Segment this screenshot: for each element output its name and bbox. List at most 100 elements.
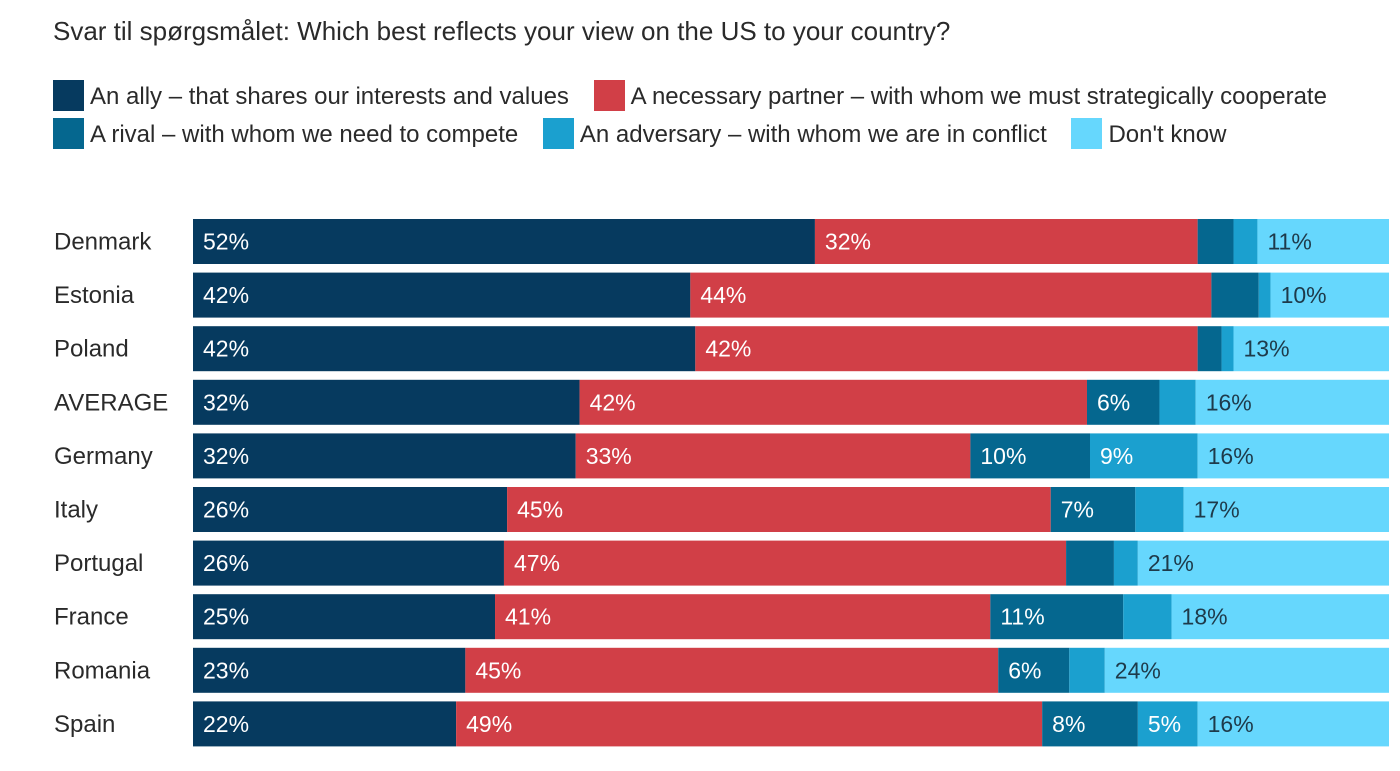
- value-label-spain-ally: 22%: [203, 711, 249, 737]
- value-label-italy-rival: 7%: [1061, 497, 1094, 523]
- category-label-germany: Germany: [54, 443, 153, 470]
- bar-germany-adversary: [1090, 433, 1198, 479]
- legend-swatch-adversary: [542, 118, 574, 149]
- bar-portugal-adversary: [1113, 540, 1138, 586]
- bar-france-partner: [495, 594, 991, 640]
- bar-poland-partner: [695, 326, 1198, 372]
- category-label-france: France: [54, 604, 129, 631]
- legend-label-rival: A rival – with whom we need to compete: [90, 121, 519, 148]
- value-label-portugal-partner: 47%: [514, 550, 560, 576]
- legend-item-rival: A rival – with whom we need to compete: [53, 118, 519, 149]
- value-label-germany-rival: 10%: [980, 443, 1026, 469]
- bar-denmark-partner: [814, 219, 1198, 264]
- bar-romania-ally: [193, 647, 466, 693]
- value-label-poland-dont-know: 13%: [1244, 336, 1290, 362]
- value-label-estonia-partner: 44%: [700, 282, 746, 308]
- legend-item-partner: A necessary partner – with whom we must …: [593, 80, 1327, 111]
- bar-portugal-rival: [1066, 540, 1114, 586]
- bar-average-partner: [579, 379, 1087, 425]
- legend-label-ally: An ally – that shares our interests and …: [90, 83, 569, 110]
- legend-swatch-rival: [53, 118, 84, 149]
- bar-poland-adversary: [1221, 326, 1234, 372]
- legend-label-dont-know: Don't know: [1108, 121, 1227, 148]
- value-label-germany-ally: 32%: [203, 443, 249, 469]
- bar-germany-ally: [193, 433, 576, 479]
- bar-italy-ally: [193, 487, 508, 532]
- bar-estonia-dont-know: [1270, 272, 1389, 318]
- category-label-italy: Italy: [54, 497, 98, 524]
- bar-spain-dont-know: [1197, 701, 1389, 747]
- value-label-italy-dont-know: 17%: [1194, 497, 1240, 523]
- value-label-france-ally: 25%: [203, 604, 249, 630]
- category-label-denmark: Denmark: [54, 229, 152, 256]
- bar-portugal-partner: [503, 540, 1067, 586]
- value-label-average-rival: 6%: [1097, 389, 1130, 415]
- bar-poland-rival: [1197, 326, 1222, 372]
- bar-italy-rival: [1050, 487, 1136, 532]
- bar-france-rival: [990, 594, 1124, 640]
- legend-item-dont-know: Don't know: [1071, 118, 1227, 149]
- value-label-france-partner: 41%: [505, 604, 551, 630]
- bar-romania-dont-know: [1104, 647, 1389, 693]
- value-label-denmark-partner: 32%: [825, 229, 871, 255]
- bar-france-ally: [193, 594, 496, 640]
- value-label-denmark-dont-know: 11%: [1267, 229, 1311, 255]
- value-label-france-dont-know: 18%: [1182, 604, 1228, 630]
- bar-average-rival: [1086, 379, 1160, 425]
- value-label-germany-dont-know: 16%: [1208, 443, 1254, 469]
- bar-germany-rival: [970, 433, 1090, 479]
- bar-italy-adversary: [1135, 487, 1184, 532]
- value-label-romania-ally: 23%: [203, 657, 249, 683]
- bar-denmark-rival: [1197, 219, 1234, 264]
- bar-denmark-ally: [193, 219, 815, 264]
- category-label-spain: Spain: [54, 711, 115, 738]
- bar-estonia-ally: [193, 272, 691, 318]
- bar-average-ally: [193, 379, 580, 425]
- value-label-portugal-ally: 26%: [203, 550, 249, 576]
- value-label-italy-partner: 45%: [517, 497, 563, 523]
- chart-title: Svar til spørgsmålet: Which best reflect…: [53, 16, 951, 46]
- legend: An ally – that shares our interests and …: [53, 78, 1373, 154]
- value-label-germany-adversary: 9%: [1100, 443, 1133, 469]
- value-label-spain-dont-know: 16%: [1208, 711, 1254, 737]
- legend-swatch-ally: [53, 80, 84, 111]
- value-label-spain-adversary: 5%: [1148, 711, 1181, 737]
- value-label-average-partner: 42%: [590, 389, 636, 415]
- bar-portugal-ally: [193, 540, 504, 586]
- bar-spain-rival: [1042, 701, 1138, 747]
- category-label-poland: Poland: [54, 336, 129, 363]
- legend-item-ally: An ally – that shares our interests and …: [53, 80, 569, 111]
- value-label-poland-partner: 42%: [705, 336, 751, 362]
- bar-average-dont-know: [1195, 379, 1389, 425]
- value-label-germany-partner: 33%: [586, 443, 632, 469]
- value-label-average-ally: 32%: [203, 389, 249, 415]
- category-label-estonia: Estonia: [54, 282, 135, 309]
- bar-spain-ally: [193, 701, 457, 747]
- bar-average-adversary: [1159, 379, 1196, 425]
- category-label-portugal: Portugal: [54, 550, 143, 577]
- bar-poland-dont-know: [1233, 326, 1389, 372]
- value-label-portugal-dont-know: 21%: [1148, 550, 1194, 576]
- bar-france-adversary: [1123, 594, 1172, 640]
- value-label-romania-dont-know: 24%: [1115, 657, 1161, 683]
- value-label-average-dont-know: 16%: [1206, 389, 1252, 415]
- category-label-average: AVERAGE: [54, 389, 168, 416]
- value-label-romania-rival: 6%: [1008, 657, 1041, 683]
- bar-estonia-rival: [1211, 272, 1259, 318]
- bar-spain-adversary: [1137, 701, 1198, 747]
- legend-label-adversary: An adversary – with whom we are in confl…: [579, 121, 1047, 148]
- bar-denmark-adversary: [1233, 219, 1258, 264]
- value-label-france-rival: 11%: [1000, 604, 1044, 630]
- bar-france-dont-know: [1171, 594, 1389, 640]
- bar-poland-ally: [193, 326, 696, 372]
- bar-portugal-dont-know: [1137, 540, 1389, 586]
- bar-italy-partner: [507, 487, 1051, 532]
- bar-romania-adversary: [1069, 647, 1105, 693]
- value-label-estonia-ally: 42%: [203, 282, 249, 308]
- category-label-romania: Romania: [54, 657, 151, 684]
- bar-romania-rival: [998, 647, 1070, 693]
- value-label-italy-ally: 26%: [203, 497, 249, 523]
- value-label-denmark-ally: 52%: [203, 229, 249, 255]
- value-label-spain-rival: 8%: [1052, 711, 1085, 737]
